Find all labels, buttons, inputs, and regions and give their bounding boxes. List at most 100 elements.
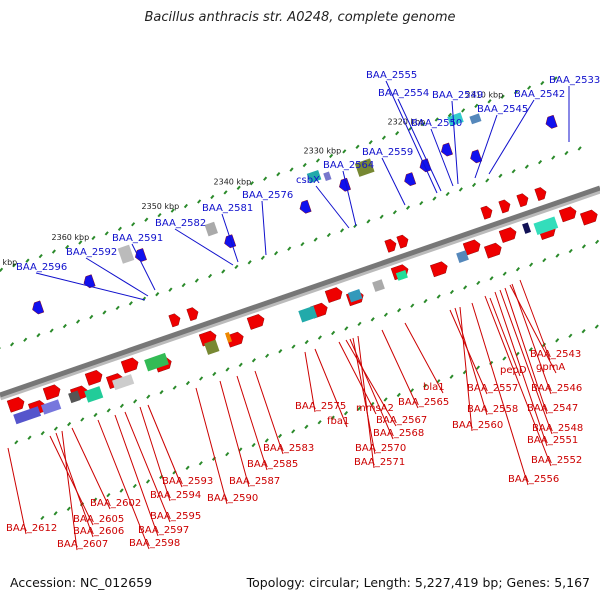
gene-label: BAA_2551 (527, 435, 578, 446)
kbp-label: 2350 kbp (142, 202, 180, 211)
gene-label: BAA_2575 (295, 401, 346, 412)
scale-tick (502, 271, 507, 276)
leader-line (474, 114, 498, 179)
scale-tick (396, 392, 401, 398)
genome-summary: Topology: circular; Length: 5,227,419 bp… (246, 575, 590, 590)
scale-tick (247, 260, 252, 265)
scale-tick (475, 365, 481, 370)
scale-tick (40, 430, 45, 436)
scale-tick (238, 362, 243, 368)
gene-block (522, 222, 532, 234)
gene-arrow-red (516, 193, 529, 208)
scale-tick (66, 506, 71, 511)
gene-arrow-red (226, 331, 244, 348)
scale-tick (291, 429, 296, 434)
scale-tick (331, 330, 336, 336)
gene-arrow-blue (339, 177, 351, 192)
scale-tick (370, 317, 375, 322)
gene-label: BAA_2560 (452, 420, 503, 431)
scale-tick (225, 367, 230, 372)
gene-arrow-blue (224, 234, 237, 249)
scale-tick (104, 231, 109, 236)
scale-tick (106, 408, 111, 413)
scale-tick (225, 451, 230, 457)
leader-line (454, 307, 488, 416)
gene-arrow-red (6, 396, 25, 413)
genome-backbone (0, 76, 600, 521)
leader-line (451, 100, 459, 185)
scale-tick (313, 237, 318, 242)
gene-block (298, 305, 318, 323)
scale-tick (436, 294, 441, 299)
leader-line (61, 430, 78, 551)
scale-tick (555, 338, 560, 343)
leader-line (304, 351, 316, 413)
leader-line (174, 228, 234, 266)
scale-tick (263, 176, 268, 181)
scale-tick (409, 388, 415, 393)
scale-tick (381, 135, 386, 140)
scale-tick (353, 223, 358, 229)
scale-tick (249, 181, 254, 186)
scale-tick (500, 94, 505, 99)
gene-label: BAA_2606 (73, 526, 124, 537)
gene-label: mmsA2 (356, 403, 394, 414)
leader-line (236, 375, 268, 471)
gene-labels: BAA_2596 BAA_2592 BAA_2591 BAA_2582 BAA_2581… (6, 70, 600, 550)
scale-tick (49, 328, 54, 333)
gene-block (533, 216, 559, 235)
gene-label: BAA_2555 (366, 70, 417, 81)
leader-line (219, 380, 250, 488)
gene-arrow-red (484, 242, 502, 259)
scale-tick (75, 319, 81, 324)
gene-label: BAA_2607 (57, 539, 108, 550)
scale-tick (511, 169, 516, 174)
scale-tick (502, 356, 507, 361)
scale-tick (168, 287, 173, 292)
scale-tick (93, 497, 98, 502)
gene-label: BAA_2591 (112, 233, 163, 244)
gene-label: BAA_2570 (355, 443, 406, 454)
leader-line (345, 339, 397, 427)
gene-arrow-blue (299, 199, 312, 214)
gene-label: BAA_2548 (532, 423, 583, 434)
scale-tick (53, 511, 58, 516)
leader-line (35, 272, 146, 301)
scale-tick (133, 399, 138, 404)
gene-label: BAA_2568 (373, 428, 424, 439)
scale-tick (463, 285, 468, 290)
scale-tick (199, 376, 204, 381)
scale-tick (368, 140, 373, 145)
scale-tick (366, 219, 371, 224)
scale-tick (91, 235, 96, 241)
scale-tick (553, 76, 558, 81)
gene-label: csbX (296, 175, 320, 186)
gene-block (40, 399, 62, 415)
scale-tick (529, 262, 534, 267)
gene-label: BAA_2582 (155, 218, 206, 229)
scale-tick (131, 222, 136, 227)
scale-tick (12, 263, 17, 268)
gene-arrow-red (120, 357, 139, 374)
kbp-label: 2360 kbp (52, 233, 90, 242)
gene-label: bla1 (423, 382, 445, 393)
scale-tick (260, 255, 265, 260)
scale-tick (146, 394, 151, 399)
gene-label: BAA_2552 (531, 455, 582, 466)
leader-line (315, 185, 350, 229)
gene-label: BAA_2593 (162, 476, 213, 487)
leader-line (489, 297, 521, 377)
gene-label: BAA_2549 (432, 90, 483, 101)
scale-tick (119, 488, 124, 493)
gene-arrow-red (396, 234, 409, 249)
leader-line (195, 387, 228, 505)
leader-line (430, 128, 454, 187)
scale-tick (221, 269, 226, 274)
gene-label: BAA_2547 (527, 403, 578, 414)
scale-tick (476, 280, 481, 286)
scale-tick (194, 278, 199, 283)
gene-label: BAA_2542 (514, 89, 565, 100)
scale-tick (317, 335, 322, 340)
leader-line (404, 322, 444, 394)
